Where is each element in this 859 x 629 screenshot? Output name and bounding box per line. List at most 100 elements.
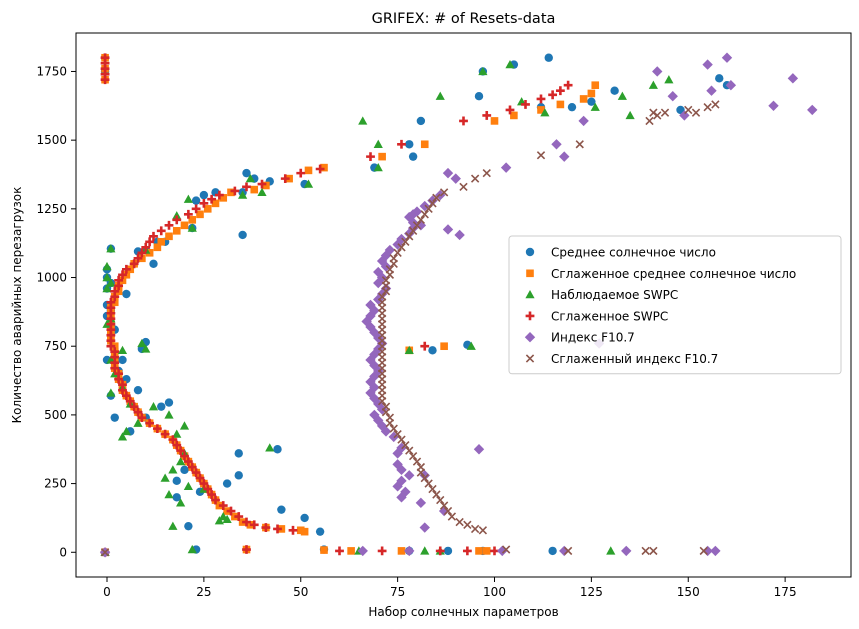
data-point (152, 424, 162, 434)
data-point (563, 546, 573, 556)
data-point (242, 168, 251, 178)
data-point (702, 545, 713, 557)
data-point (366, 152, 375, 162)
data-point (141, 242, 151, 252)
data-point (385, 418, 395, 428)
data-point (165, 232, 173, 241)
data-point (149, 259, 158, 268)
data-point (404, 211, 415, 223)
data-point (304, 166, 313, 175)
y-tick-label: 250 (44, 477, 67, 491)
data-point (273, 524, 282, 534)
data-point (222, 479, 232, 488)
data-point (389, 424, 398, 433)
data-point (234, 512, 244, 521)
data-point (149, 231, 158, 241)
data-point (416, 215, 426, 224)
data-point (404, 545, 415, 557)
data-point (106, 278, 116, 287)
data-point (250, 185, 259, 194)
data-point (536, 151, 546, 160)
data-point (482, 547, 491, 555)
data-point (188, 216, 197, 224)
data-point (373, 139, 383, 148)
data-point (102, 272, 112, 282)
data-point (300, 527, 309, 536)
data-point (121, 391, 131, 401)
data-point (442, 224, 454, 235)
data-point (157, 402, 166, 411)
y-tick-label: 1250 (36, 202, 67, 216)
data-point (393, 429, 402, 439)
data-point (133, 253, 143, 263)
data-point (587, 89, 596, 98)
legend-label: Индекс F10.7 (551, 331, 635, 345)
data-point (145, 418, 155, 428)
chart-title: GRIFEX: # of Resets-data (372, 11, 556, 27)
data-point (591, 81, 600, 90)
data-point (404, 470, 415, 481)
data-point (211, 199, 220, 208)
data-point (510, 111, 518, 120)
data-point (315, 527, 325, 536)
data-point (238, 230, 247, 240)
y-axis: 0 250 500 750 1000 1250 1500 1750 (36, 64, 76, 559)
data-point (199, 198, 209, 208)
data-point (555, 86, 565, 96)
data-point (544, 53, 553, 62)
series-6 (100, 100, 720, 557)
data-point (183, 457, 193, 467)
data-point (296, 168, 306, 178)
data-point (129, 259, 139, 269)
data-point (184, 521, 193, 531)
data-point (211, 495, 220, 505)
data-point (454, 229, 465, 241)
data-point (100, 75, 110, 85)
data-point (645, 116, 654, 126)
data-point (203, 484, 213, 494)
data-point (357, 545, 368, 557)
legend-marker (524, 332, 536, 343)
data-point (242, 182, 251, 192)
plot-frame (75, 32, 852, 578)
data-point (447, 512, 457, 521)
data-point (393, 248, 402, 257)
x-axis: 0 25 50 75 100 125 150 175 (103, 577, 797, 599)
data-point (238, 190, 248, 199)
data-point (199, 190, 209, 200)
data-point (137, 338, 147, 348)
data-point (567, 102, 577, 112)
x-tick-label: 100 (483, 585, 506, 599)
legend-label: Наблюдаемое SWPC (551, 288, 678, 302)
data-point (226, 506, 236, 516)
data-point (625, 110, 635, 120)
data-point (373, 163, 383, 172)
data-point (648, 80, 658, 89)
data-point (470, 174, 480, 183)
data-point (196, 210, 204, 219)
data-point (420, 140, 429, 149)
data-point (408, 152, 418, 161)
data-point (187, 223, 197, 232)
data-point (401, 237, 410, 246)
data-point (157, 238, 166, 246)
data-point (106, 244, 116, 253)
data-point (652, 66, 663, 77)
data-point (257, 187, 267, 197)
data-point (242, 545, 251, 554)
x-tick-label: 25 (196, 585, 211, 599)
data-point (505, 59, 515, 69)
data-point (377, 546, 387, 556)
data-point (347, 547, 355, 555)
data-point (392, 448, 403, 459)
data-point (191, 468, 201, 477)
data-point (435, 91, 445, 100)
data-point (397, 139, 406, 149)
data-point (373, 277, 384, 289)
data-point (559, 151, 570, 162)
data-point (641, 546, 650, 556)
data-point (234, 471, 243, 480)
data-point (381, 287, 391, 296)
data-point (455, 517, 464, 527)
data-point (432, 490, 441, 499)
